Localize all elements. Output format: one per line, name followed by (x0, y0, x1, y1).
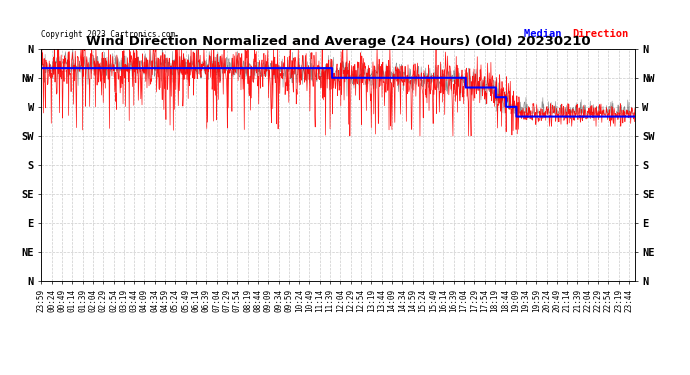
Text: Median: Median (524, 30, 567, 39)
Text: Copyright 2023 Cartronics.com: Copyright 2023 Cartronics.com (41, 30, 175, 39)
Title: Wind Direction Normalized and Average (24 Hours) (Old) 20230210: Wind Direction Normalized and Average (2… (86, 34, 591, 48)
Text: Direction: Direction (573, 30, 629, 39)
